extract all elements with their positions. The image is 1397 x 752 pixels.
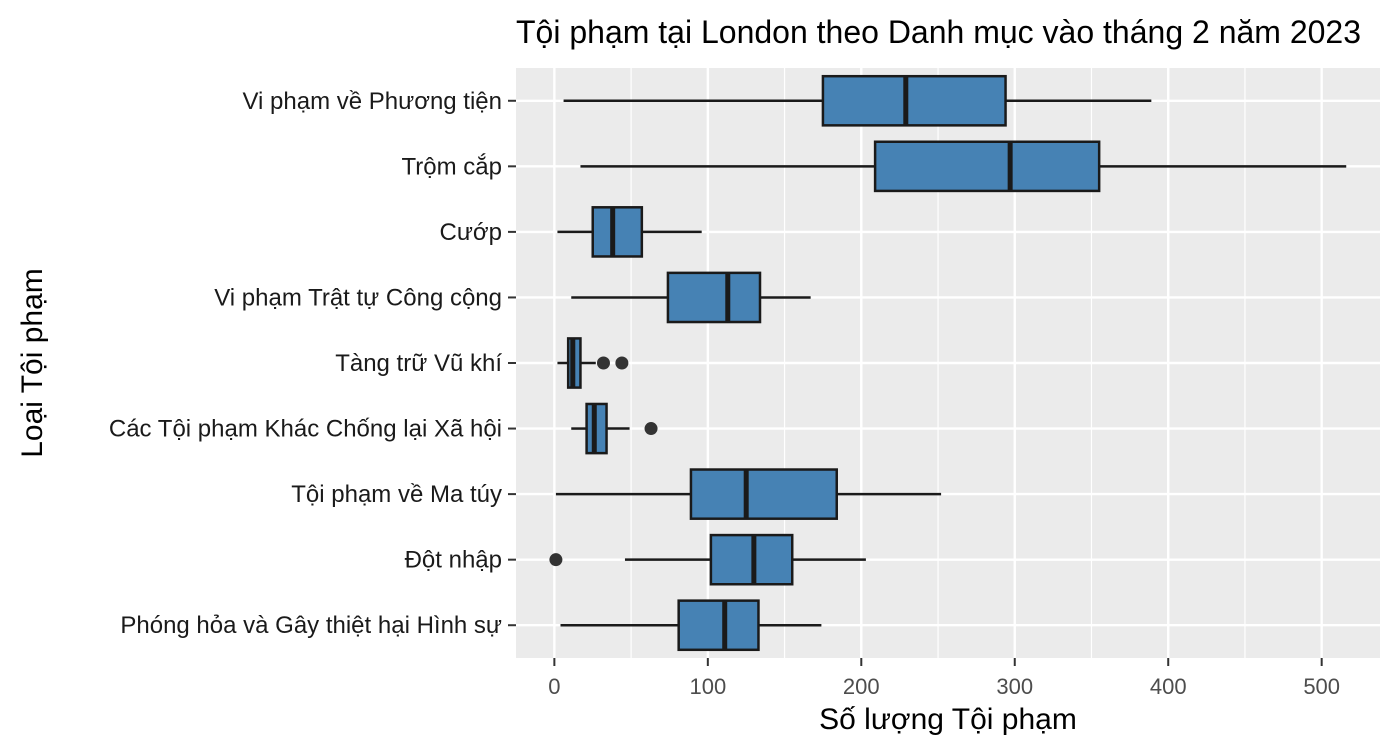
box-group	[549, 533, 866, 586]
box-group	[555, 468, 942, 520]
x-tick-label: 500	[1303, 674, 1340, 699]
category-label: Tội phạm về Ma túy	[291, 481, 502, 508]
x-tick-labels: 0 100 200 300 400 500	[548, 658, 1340, 699]
box-group	[580, 140, 1347, 193]
x-axis-title: Số lượng Tội phạm	[819, 703, 1077, 736]
box-group	[560, 599, 822, 652]
outlier-point	[615, 356, 629, 370]
box-layer	[549, 74, 1347, 652]
x-tick-label: 100	[689, 674, 726, 699]
y-axis-title: Loại Tội phạm	[16, 268, 49, 458]
category-label: Các Tội phạm Khác Chống lại Xã hội	[109, 416, 502, 443]
box-iqr	[821, 74, 1007, 127]
x-tick-label: 200	[843, 674, 880, 699]
x-tick-label: 300	[996, 674, 1033, 699]
category-label: Trộm cắp	[402, 153, 502, 180]
category-label: Vi phạm Trật tự Công cộng	[214, 284, 502, 311]
box-group	[571, 402, 658, 455]
box-iqr	[677, 599, 760, 652]
box-group	[571, 271, 811, 324]
outlier-point	[596, 356, 610, 370]
outlier-point	[644, 422, 658, 436]
x-tick-label: 400	[1150, 674, 1187, 699]
box-group	[563, 74, 1152, 127]
box-iqr	[591, 206, 644, 258]
box-iqr	[666, 271, 762, 324]
box-iqr	[689, 468, 838, 520]
category-labels: Vi phạm về Phương tiện Trộm cắp Cướp Vi phạ…	[109, 88, 516, 639]
outlier-point	[549, 553, 563, 567]
x-tick-label: 0	[548, 674, 560, 699]
category-label: Vi phạm về Phương tiện	[242, 88, 502, 115]
box-group	[557, 206, 702, 258]
category-label: Phóng hỏa và Gây thiệt hại Hình sự	[120, 612, 502, 639]
chart-title: Tội phạm tại London theo Danh mục vào th…	[516, 14, 1361, 50]
category-label: Cướp	[440, 219, 502, 246]
category-label: Đột nhập	[405, 547, 502, 574]
box-iqr	[873, 140, 1101, 193]
box-group	[557, 337, 629, 389]
category-label: Tàng trữ Vũ khí	[335, 350, 502, 377]
